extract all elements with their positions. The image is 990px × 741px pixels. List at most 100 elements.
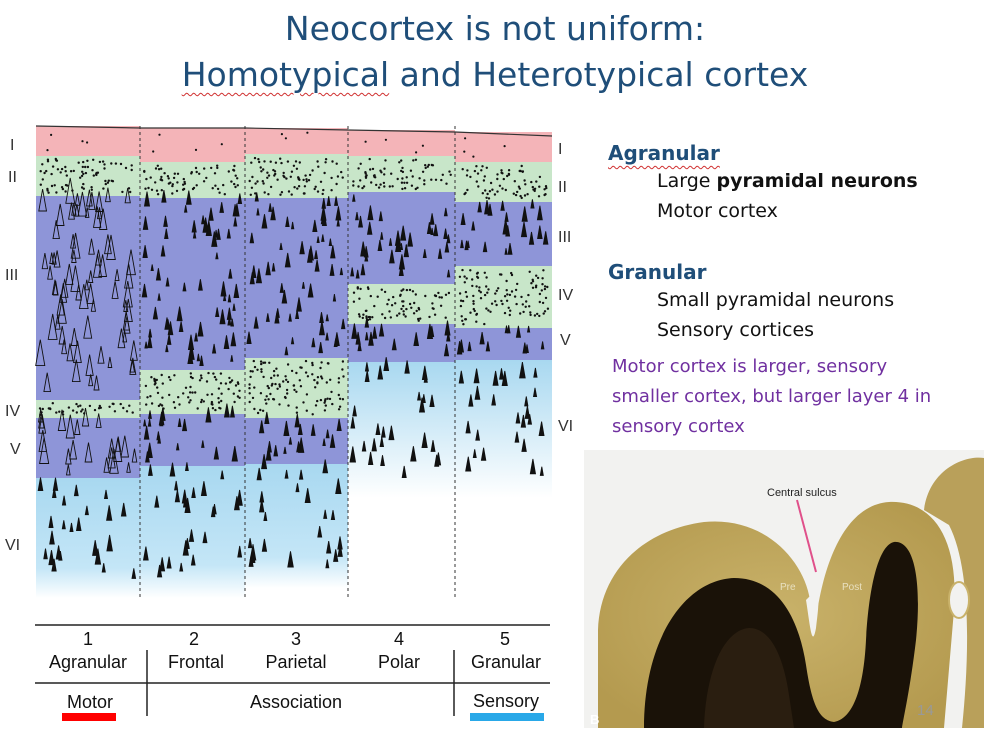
neuron-mark [91,169,94,172]
neuron-mark [178,321,184,333]
neuron-mark [517,185,521,188]
neuron-mark [88,191,96,210]
neuron-mark [101,563,106,573]
neuron-mark [465,456,472,472]
neuron-mark [188,391,192,394]
neuron-mark [293,186,296,189]
neuron-mark [341,176,344,179]
neuron-mark [294,160,298,163]
neuron-mark [215,252,219,260]
neuron-mark [237,545,243,558]
neuron-mark [389,316,392,319]
neuron-mark [537,225,543,240]
neuron-mark [95,413,102,428]
neuron-mark [404,360,410,374]
granular-heading: Granular [608,260,707,284]
neuron-mark [191,187,195,191]
neuron-mark [524,183,527,186]
col-number-2: 2 [189,629,199,649]
neuron-mark [70,232,81,259]
neuron-mark [84,442,93,463]
neuron-mark [216,187,220,191]
neuron-mark [375,183,378,187]
neuron-mark [500,200,505,211]
neuron-mark [314,250,319,260]
neuron-mark [535,180,538,183]
neuron-mark [317,165,320,168]
neuron-mark [519,312,522,315]
neuron-mark [498,184,502,187]
neuron-mark [117,328,126,349]
neuron-mark [238,389,241,392]
neuron-mark [227,294,232,303]
neuron-mark [262,182,265,185]
neuron-mark [443,207,448,217]
neuron-mark [196,407,199,410]
neuron-mark [431,302,434,305]
neuron-mark [295,167,299,170]
neuron-mark [460,213,466,226]
neuron-mark [325,429,330,439]
neuron-mark [285,378,288,381]
neuron-mark [146,396,149,399]
neuron-mark [83,315,93,339]
right-label-III: III [558,229,571,246]
group-association: Association [250,692,342,712]
neuron-mark [119,402,122,406]
neuron-mark [84,505,89,516]
neuron-mark [150,402,154,405]
band-col2-4 [140,414,245,466]
neuron-mark [316,381,319,384]
neuron-mark [520,221,528,238]
layer-bands [36,126,552,598]
neuron-mark [146,442,153,458]
neuron-mark [279,242,283,250]
neuron-mark [465,295,469,298]
neuron-mark [77,161,80,164]
neuron-mark [282,171,285,175]
neuron-mark [64,190,67,193]
neuron-mark [472,294,475,298]
neuron-mark [152,150,155,153]
neuron-mark [379,169,382,172]
neuron-mark [538,421,545,437]
neuron-mark [321,192,324,196]
neuron-mark [216,166,219,170]
neuron-mark [144,187,147,190]
neuron-mark [282,174,285,177]
neuron-mark [165,345,169,353]
neuron-mark [319,366,322,370]
neuron-mark [228,268,233,279]
neuron-mark [518,187,521,190]
neuron-mark [351,323,358,339]
neuron-mark [253,407,256,411]
neuron-cells [35,131,550,579]
neuron-mark [58,326,66,345]
neuron-mark [232,169,236,172]
neuron-mark [217,397,220,400]
neuron-mark [401,170,405,174]
neuron-mark [274,311,280,324]
neuron-mark [310,424,316,436]
neuron-mark [444,316,447,319]
neuron-mark [433,313,437,316]
neuron-mark [212,372,215,375]
neuron-mark [518,169,521,173]
neuron-mark [211,407,215,410]
neuron-mark [489,310,492,313]
band-col1-0 [36,126,140,156]
neuron-mark [54,315,61,330]
neuron-mark [71,249,77,263]
neuron-mark [540,341,545,350]
neuron-mark [230,332,237,347]
neuron-mark [297,185,301,188]
neuron-mark [278,385,282,388]
neuron-mark [65,263,74,286]
neuron-mark [260,362,263,366]
neuron-mark [296,187,299,190]
neuron-mark [218,406,221,410]
right-label-VI: VI [558,418,573,435]
neuron-mark [360,241,367,257]
neuron-mark [248,179,251,183]
col-number-5: 5 [500,629,510,649]
